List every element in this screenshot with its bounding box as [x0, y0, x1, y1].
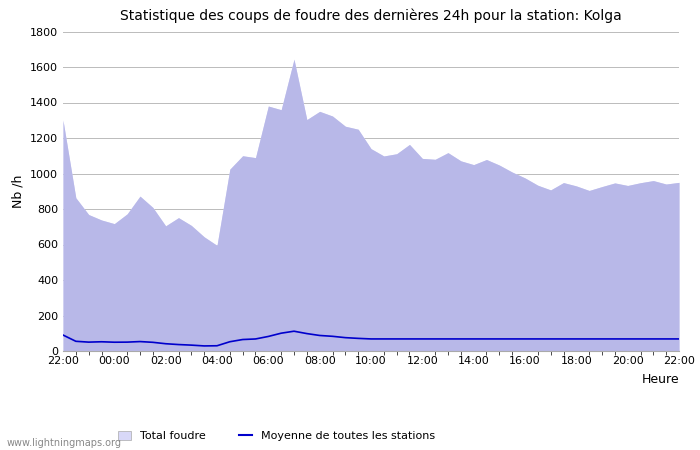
Text: www.lightningmaps.org: www.lightningmaps.org: [7, 438, 122, 448]
Text: Heure: Heure: [641, 374, 679, 387]
Y-axis label: Nb /h: Nb /h: [11, 175, 25, 208]
Title: Statistique des coups de foudre des dernières 24h pour la station: Kolga: Statistique des coups de foudre des dern…: [120, 9, 622, 23]
